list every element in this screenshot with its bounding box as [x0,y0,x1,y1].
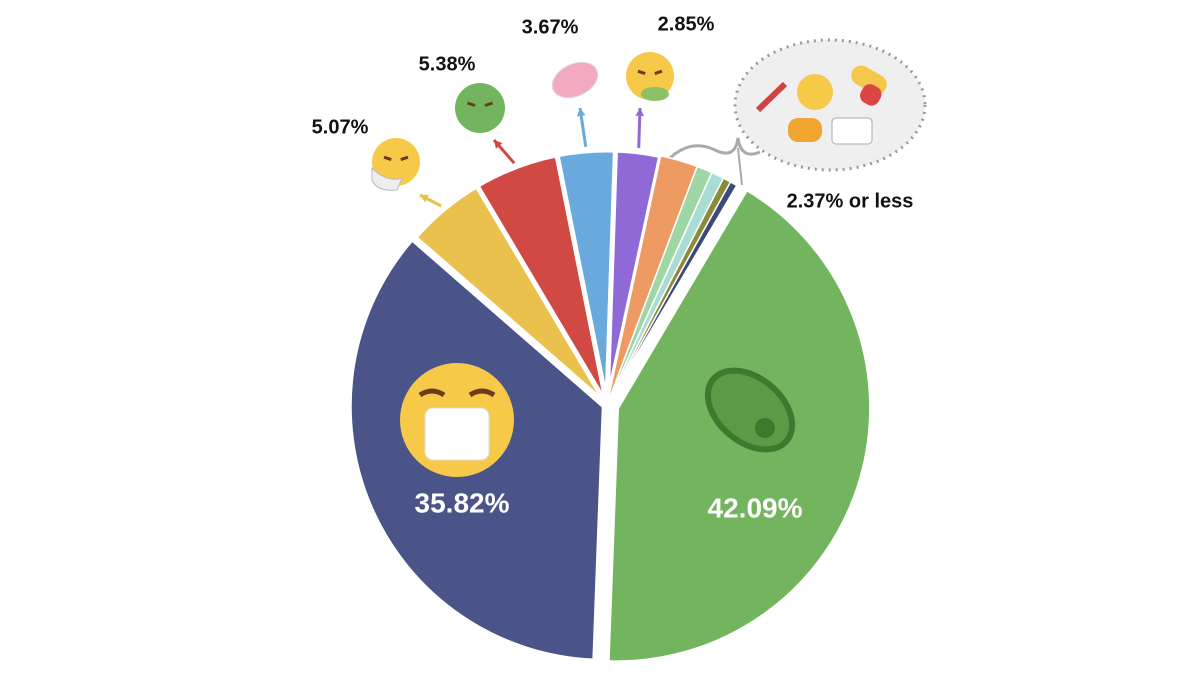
value-label: 42.09% [708,492,803,523]
arrow-head [494,140,503,149]
bracket [666,137,761,162]
value-label: 5.38% [419,53,476,75]
emoji-sneeze-eyes [383,155,409,162]
icon-pill-end [860,84,882,106]
emoji-vomit-eyes [637,69,663,76]
emoji-vomit-mouth [641,87,669,101]
emoji-tissue [371,166,403,191]
value-label: 2.37% or less [787,190,914,212]
emoji-soap [551,61,599,99]
value-label: 35.82% [415,487,510,518]
icon-ambulance [831,117,873,145]
value-label: 2.85% [658,13,715,35]
value-label: 3.67% [522,16,579,38]
emoji-sick-eyes [467,101,493,107]
bracket-tail [737,147,743,186]
icon-face [797,74,833,110]
pie [346,147,875,666]
emoji-mask-eyes [418,388,496,398]
decorations [666,38,927,186]
value-label: 5.07% [312,116,369,138]
icon-pill [851,65,887,95]
emoji-sick [455,83,505,133]
arrow-head [420,194,429,203]
emoji-microbe-nucleus [755,418,775,438]
icon-bubble [733,38,927,172]
icon-syringe [755,81,788,113]
icon-sponge [788,118,822,142]
emoji-sneeze [372,138,420,186]
arrow-head [576,108,586,117]
emoji-mask [424,407,490,461]
pie-slice [606,181,738,406]
arrow-head [635,108,645,117]
